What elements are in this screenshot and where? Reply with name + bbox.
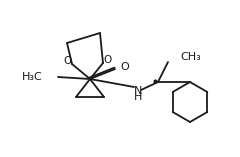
Text: N: N [134,86,142,96]
Text: H₃C: H₃C [22,72,43,82]
Text: O: O [63,56,71,66]
Text: O: O [104,55,112,65]
Text: O: O [120,62,129,72]
Text: H: H [134,92,142,102]
Text: CH₃: CH₃ [180,52,201,62]
